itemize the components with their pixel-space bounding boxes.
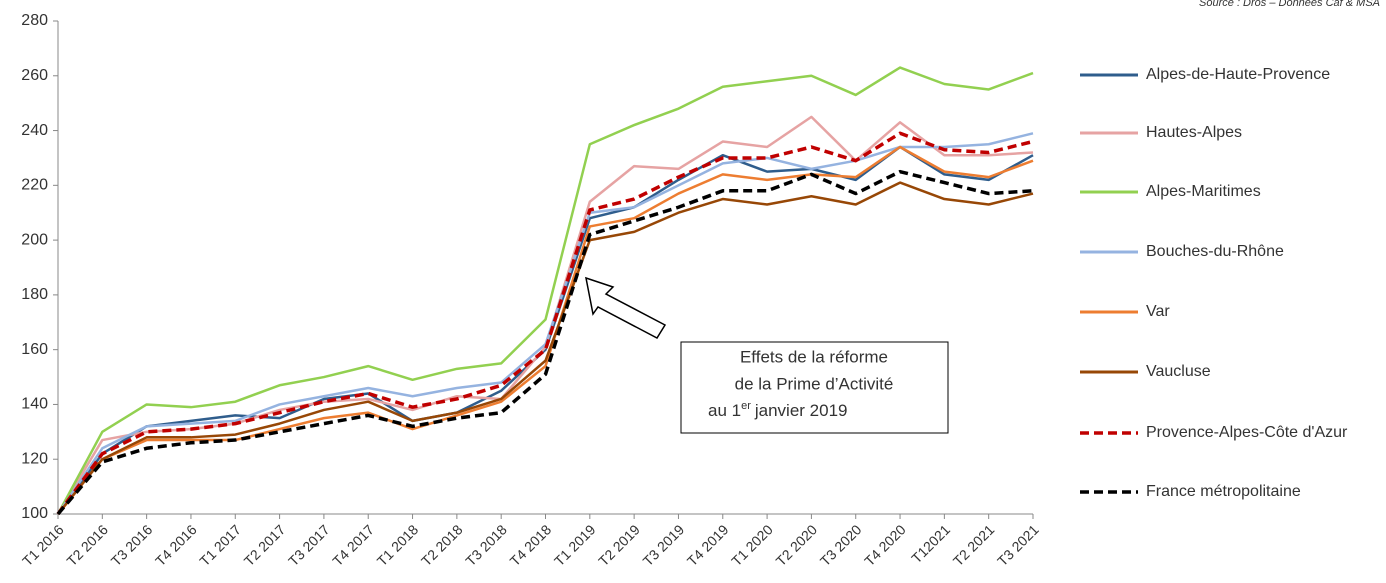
legend-item: France métropolitaine xyxy=(1078,481,1301,503)
annotation-text: de la Prime d’Activité xyxy=(735,374,894,393)
legend-item: Var xyxy=(1078,301,1170,323)
legend-label: France métropolitaine xyxy=(1146,483,1301,500)
x-tick-label: T1 2020 xyxy=(728,521,776,569)
series-line xyxy=(57,145,1034,515)
x-tick-label: T1 2016 xyxy=(19,521,67,569)
x-tick-label: T4 2020 xyxy=(861,521,909,569)
y-tick-label: 220 xyxy=(21,177,48,194)
annotation-arrow xyxy=(585,276,667,339)
series-line xyxy=(56,66,1034,515)
annotation-text: janvier 2019 xyxy=(754,401,848,420)
legend-swatch xyxy=(1080,73,1138,77)
x-tick-label: T12021 xyxy=(908,521,953,566)
legend-label: Alpes-de-Haute-Provence xyxy=(1146,66,1331,83)
legend-swatch xyxy=(1080,490,1138,494)
x-tick-label: T2 2019 xyxy=(595,521,643,569)
y-tick-label: 240 xyxy=(21,122,48,139)
legend-label: Alpes-Maritimes xyxy=(1146,183,1261,200)
legend-swatch xyxy=(1080,310,1138,314)
y-tick-label: 100 xyxy=(21,505,48,522)
series-line xyxy=(56,169,1034,516)
series-line xyxy=(56,145,1034,515)
x-tick-label: T2 2020 xyxy=(773,521,821,569)
annotation-box xyxy=(680,341,949,434)
annotation-text: Effets de la réforme xyxy=(740,347,888,366)
x-tick-label: T4 2018 xyxy=(507,521,555,569)
x-tick-label: T4 2019 xyxy=(684,521,732,569)
y-tick-label: 160 xyxy=(21,341,48,358)
x-tick-label: T3 2020 xyxy=(817,521,865,569)
x-tick-label: T3 2018 xyxy=(462,521,510,569)
legend-item: Vaucluse xyxy=(1078,361,1211,383)
x-tick-label: T2 2016 xyxy=(63,521,111,569)
legend-label: Bouches-du-Rhône xyxy=(1146,243,1284,260)
x-tick-label: T4 2016 xyxy=(152,521,200,569)
x-tick-label: T3 2021 xyxy=(994,521,1042,569)
source: Source : Dros – Données Caf & MSA xyxy=(1199,0,1380,9)
legend-label: Vaucluse xyxy=(1146,363,1211,380)
y-tick-label: 200 xyxy=(21,231,48,248)
legend-item: Hautes-Alpes xyxy=(1078,122,1242,144)
x-tick-label: T3 2019 xyxy=(640,521,688,569)
x-tick-label: T1 2017 xyxy=(196,521,244,569)
y-tick-label: 260 xyxy=(21,67,48,84)
legend-item: Alpes-de-Haute-Provence xyxy=(1078,64,1330,86)
x-tick-label: T4 2017 xyxy=(329,521,377,569)
x-tick-label: T3 2017 xyxy=(285,521,333,569)
legend-swatch xyxy=(1080,250,1138,254)
legend-item: Alpes-Maritimes xyxy=(1078,181,1261,203)
x-tick-label: T2 2021 xyxy=(950,521,998,569)
legend-item: Provence-Alpes-Côte d'Azur xyxy=(1078,422,1347,444)
legend-label: Hautes-Alpes xyxy=(1146,124,1243,141)
y-tick-label: 120 xyxy=(21,450,48,467)
annotation-text: au 1 xyxy=(708,401,741,420)
legend-swatch xyxy=(1080,190,1138,194)
legend-label: Var xyxy=(1146,303,1170,320)
series-line xyxy=(57,181,1034,515)
legend-item: Bouches-du-Rhône xyxy=(1078,241,1284,263)
x-tick-label: T1 2018 xyxy=(374,521,422,569)
legend-swatch xyxy=(1080,431,1138,435)
x-tick-label: T3 2016 xyxy=(108,521,156,569)
y-tick-label: 140 xyxy=(21,396,48,413)
x-tick-label: T2 2018 xyxy=(418,521,466,569)
x-tick-label: T1 2019 xyxy=(551,521,599,569)
y-tick-label: 280 xyxy=(21,12,48,29)
legend-label: Provence-Alpes-Côte d'Azur xyxy=(1146,424,1348,441)
annotation-superscript: er xyxy=(741,400,751,412)
x-tick-label: T2 2017 xyxy=(241,521,289,569)
legend-swatch xyxy=(1080,131,1138,135)
legend: Alpes-de-Haute-Provence Hautes-Alpes Alpes… xyxy=(1078,0,1378,583)
series-line xyxy=(56,131,1034,516)
y-tick-label: 180 xyxy=(21,286,48,303)
annotation-text: au 1er janvier 2019 xyxy=(708,400,848,421)
legend-swatch xyxy=(1080,370,1138,374)
